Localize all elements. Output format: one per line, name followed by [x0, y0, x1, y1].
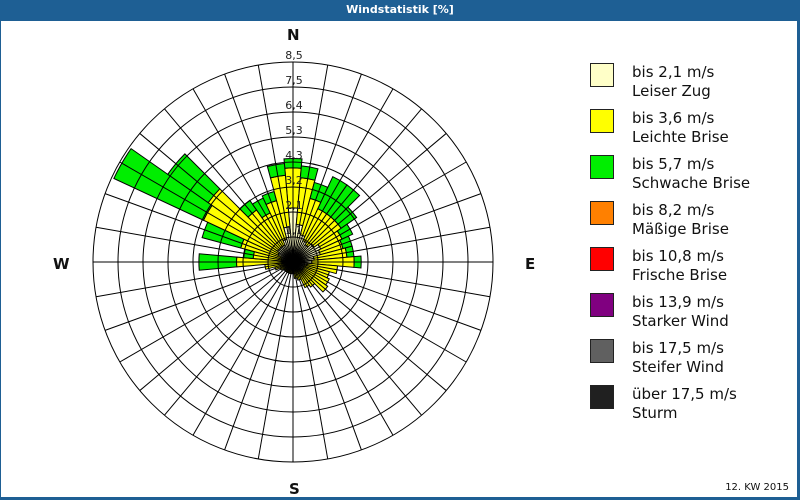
grid-spoke	[292, 193, 482, 263]
legend-swatch	[590, 293, 614, 317]
grid-spoke	[292, 226, 491, 263]
compass-west-label: W	[53, 255, 70, 273]
ring-label: 8,5	[285, 49, 303, 62]
legend-item: bis 8,2 m/s Mäßige Brise	[589, 201, 789, 247]
grid-spoke	[164, 108, 294, 263]
grid-spoke	[292, 261, 491, 298]
legend-swatch	[590, 109, 614, 133]
grid-spoke	[95, 226, 294, 263]
grid-spoke	[292, 261, 329, 460]
legend-swatch	[590, 155, 614, 179]
period-label: 12. KW 2015	[725, 482, 789, 493]
legend-name: Mäßige Brise	[632, 220, 729, 238]
compass-east-label: E	[525, 255, 536, 273]
grid-spoke	[139, 261, 294, 391]
grid-spoke	[292, 73, 362, 263]
grid-spoke	[292, 261, 482, 331]
legend-item: über 17,5 m/s Sturm	[589, 385, 789, 431]
grid-spoke	[292, 88, 394, 263]
legend-swatch	[590, 201, 614, 225]
grid-spoke	[292, 161, 467, 263]
legend-name: Leiser Zug	[632, 82, 711, 100]
legend-name: Frische Brise	[632, 266, 728, 284]
legend-range: bis 2,1 m/s	[632, 63, 715, 81]
legend-item: bis 3,6 m/s Leichte Brise	[589, 109, 789, 155]
grid-spoke	[224, 73, 294, 263]
chart-canvas: 1,1 2,1 3,2 4,3 5,3 6,4 7,5 8,5 N E S W bis 2,1…	[1, 21, 797, 498]
grid-spoke	[104, 261, 294, 331]
legend-item: bis 2,1 m/s Leiser Zug	[589, 63, 789, 109]
legend-name: Sturm	[632, 404, 678, 422]
legend-name: Leichte Brise	[632, 128, 729, 146]
grid-spoke	[104, 193, 294, 263]
legend-range: bis 10,8 m/s	[632, 247, 724, 265]
grid-spoke	[292, 108, 422, 263]
center-hub	[289, 258, 297, 266]
wind-rose-plot: 1,1 2,1 3,2 4,3 5,3 6,4 7,5 8,5	[92, 49, 494, 463]
grid-spoke	[192, 261, 294, 436]
grid-spoke	[292, 64, 329, 263]
legend-swatch	[590, 247, 614, 271]
legend: bis 2,1 m/s Leiser Zug bis 3,6 m/s Leich…	[589, 63, 789, 431]
legend-name: Schwache Brise	[632, 174, 751, 192]
legend-name: Steifer Wind	[632, 358, 724, 376]
grid-spoke	[257, 64, 294, 263]
legend-item: bis 17,5 m/s Steifer Wind	[589, 339, 789, 385]
grid-spoke	[119, 261, 294, 363]
grid-spoke	[292, 261, 467, 363]
grid-spoke	[292, 261, 422, 416]
ring-label: 6,4	[285, 99, 303, 112]
compass-south-label: S	[289, 480, 300, 498]
legend-range: bis 8,2 m/s	[632, 201, 715, 219]
grid-spoke	[292, 133, 447, 263]
legend-swatch	[590, 385, 614, 409]
ring-label: 4,3	[285, 149, 303, 162]
legend-range: bis 5,7 m/s	[632, 155, 715, 173]
legend-item: bis 13,9 m/s Starker Wind	[589, 293, 789, 339]
grid-spoke	[292, 261, 447, 391]
grid-spoke	[139, 133, 294, 263]
window-title: Windstatistik [%]	[346, 3, 454, 16]
legend-swatch	[590, 339, 614, 363]
ring-label: 2,1	[285, 199, 303, 212]
legend-range: bis 13,9 m/s	[632, 293, 724, 311]
ring-label: 1,1	[285, 224, 303, 237]
legend-name: Starker Wind	[632, 312, 729, 330]
grid-spoke	[95, 261, 294, 298]
grid-spoke	[292, 261, 394, 436]
ring-label: 7,5	[285, 74, 303, 87]
wind-sector-segment	[113, 147, 213, 221]
legend-item: bis 5,7 m/s Schwache Brise	[589, 155, 789, 201]
grid-spoke	[224, 261, 294, 451]
ring-label: 5,3	[285, 124, 303, 137]
legend-item: bis 10,8 m/s Frische Brise	[589, 247, 789, 293]
grid-spoke	[192, 88, 294, 263]
grid-spoke	[292, 261, 362, 451]
legend-swatch	[590, 63, 614, 87]
compass-north-label: N	[287, 26, 300, 44]
ring-label: 3,2	[285, 174, 303, 187]
grid-spoke	[164, 261, 294, 416]
grid-spoke	[257, 261, 294, 460]
legend-range: über 17,5 m/s	[632, 385, 737, 403]
legend-range: bis 3,6 m/s	[632, 109, 715, 127]
legend-range: bis 17,5 m/s	[632, 339, 724, 357]
grid-spoke	[119, 161, 294, 263]
